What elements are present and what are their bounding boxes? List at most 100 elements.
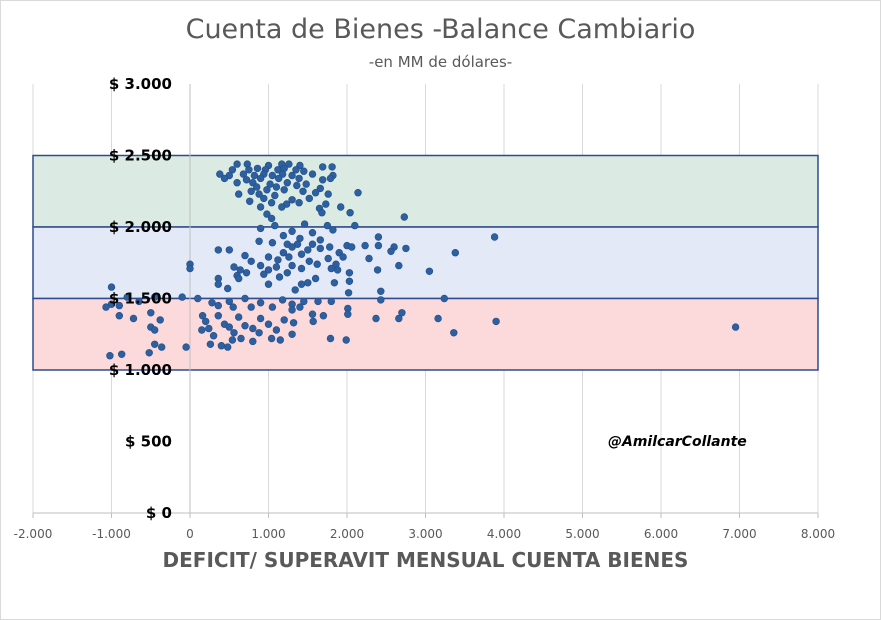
x-tick-label: 3.000 — [408, 527, 442, 541]
data-point — [147, 309, 155, 317]
data-point — [329, 226, 337, 234]
data-point — [285, 160, 293, 168]
data-point — [225, 246, 234, 254]
data-point — [245, 166, 253, 174]
data-point — [351, 221, 359, 230]
y-tick-label: $ 2.000 — [109, 218, 172, 236]
y-tick-label: $ 3.000 — [109, 75, 172, 93]
data-point — [260, 194, 268, 203]
data-point — [292, 166, 300, 174]
data-point — [229, 303, 237, 311]
data-point — [323, 221, 332, 230]
data-point — [297, 264, 306, 273]
data-point — [283, 269, 291, 277]
data-point — [344, 310, 352, 318]
data-point — [311, 274, 320, 283]
data-point — [246, 197, 254, 206]
data-point — [214, 312, 223, 320]
data-point — [289, 319, 298, 327]
data-point — [214, 280, 223, 288]
data-point — [255, 237, 263, 246]
data-point — [225, 297, 234, 306]
data-point — [247, 257, 255, 265]
data-point — [202, 317, 210, 326]
data-point — [186, 264, 194, 273]
data-point — [291, 286, 299, 294]
data-point — [237, 334, 245, 343]
data-point — [256, 174, 265, 183]
data-point — [333, 266, 342, 274]
data-point — [276, 336, 284, 344]
data-point — [354, 189, 362, 197]
x-axis-tick-labels: -2.000 -1.000 0 1.000 2.000 3.000 4.000 5.000 6.… — [14, 527, 836, 541]
data-point — [365, 254, 373, 263]
data-point — [344, 289, 353, 297]
data-point — [300, 297, 308, 306]
range-bands — [32, 154, 819, 371]
data-point — [272, 263, 281, 271]
data-point — [300, 167, 308, 175]
data-point — [255, 190, 263, 198]
data-point — [279, 231, 288, 240]
y-tick-label: $ 2.500 — [109, 147, 172, 165]
data-point — [295, 174, 303, 183]
data-point — [249, 324, 257, 333]
data-point — [264, 320, 273, 328]
data-point — [302, 180, 310, 188]
data-point — [308, 229, 317, 237]
data-point — [249, 337, 257, 346]
data-point — [117, 350, 126, 358]
data-point — [256, 314, 265, 323]
data-point — [308, 240, 317, 248]
data-point — [731, 323, 740, 331]
data-points — [102, 160, 740, 360]
data-point — [228, 166, 237, 174]
data-point — [275, 273, 284, 281]
data-point — [330, 279, 339, 287]
data-point — [402, 244, 410, 253]
data-point — [253, 164, 262, 173]
data-point — [387, 247, 395, 256]
data-point — [342, 336, 350, 344]
data-point — [268, 239, 277, 247]
author-annotation: @AmilcarCollante — [608, 434, 747, 450]
data-point — [235, 190, 243, 198]
data-point — [102, 303, 110, 311]
data-point — [326, 243, 334, 251]
data-point — [267, 199, 276, 207]
data-point — [283, 179, 291, 187]
x-tick-label: 6.000 — [644, 527, 678, 541]
data-point — [235, 274, 243, 283]
data-point — [151, 326, 159, 334]
data-point — [264, 266, 273, 274]
data-point — [224, 343, 232, 351]
data-point — [400, 213, 408, 221]
axes — [32, 84, 819, 518]
data-point — [115, 301, 124, 310]
data-point — [198, 312, 207, 320]
data-point — [327, 264, 335, 273]
data-point — [337, 203, 345, 211]
data-point — [279, 249, 288, 257]
data-point — [451, 249, 459, 257]
data-point — [280, 316, 288, 324]
data-point — [440, 294, 448, 303]
x-tick-label: 8.000 — [801, 527, 835, 541]
data-point — [295, 199, 303, 207]
data-point — [434, 314, 442, 323]
data-point — [305, 257, 313, 265]
data-point — [206, 340, 215, 348]
data-point — [214, 301, 223, 310]
data-point — [327, 297, 335, 306]
data-point — [241, 251, 249, 260]
data-point — [268, 303, 277, 311]
data-point — [135, 297, 143, 306]
data-point — [395, 314, 403, 323]
data-point — [361, 241, 369, 250]
x-tick-label: 2.000 — [330, 527, 364, 541]
data-point — [275, 174, 283, 183]
data-point — [268, 171, 277, 180]
chart-title: Cuenta de Bienes -Balance Cambiario — [185, 14, 696, 45]
data-point — [339, 253, 347, 261]
